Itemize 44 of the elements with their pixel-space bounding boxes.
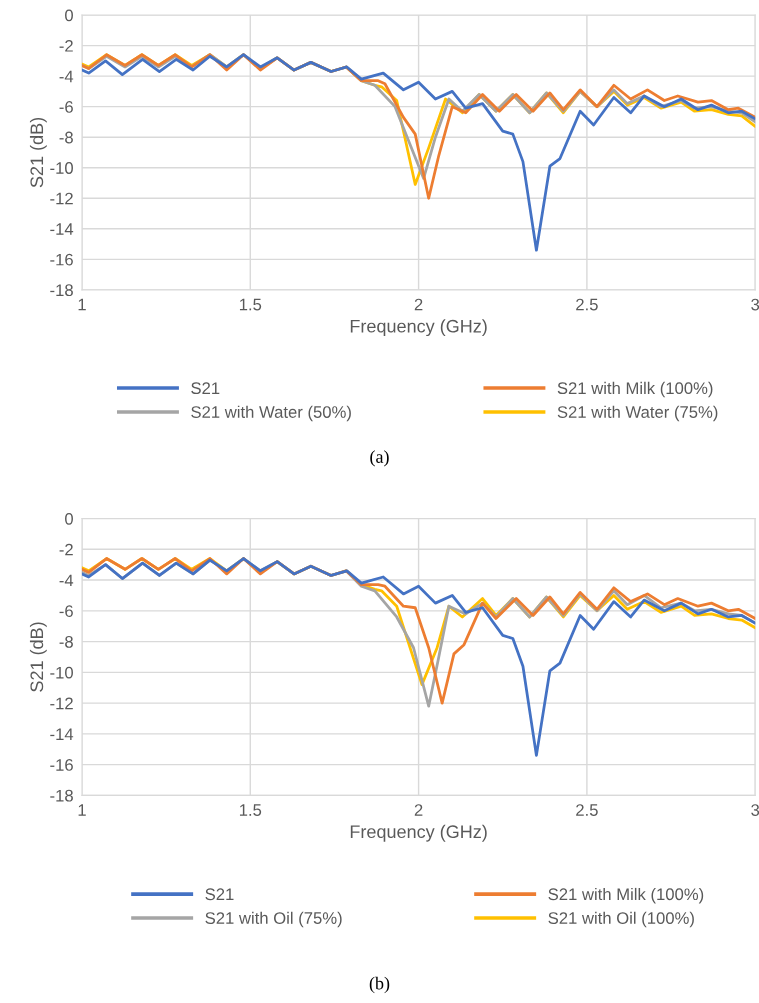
y-axis-title: S21 (dB)	[29, 622, 47, 692]
y-tick-label: 0	[65, 512, 73, 525]
x-tick-label: 3	[751, 804, 759, 816]
y-tick-label: -10	[50, 162, 73, 174]
text: (b)	[369, 976, 390, 994]
legend-label: S21 with Oil (100%)	[548, 911, 694, 928]
y-tick-label: -8	[59, 131, 73, 144]
y-tick-label: -18	[50, 789, 73, 802]
y-tick-label: -2	[59, 543, 73, 556]
y-tick-label: -18	[50, 284, 73, 297]
y-tick-label: -2	[59, 39, 73, 52]
x-tick-label: 1	[78, 804, 86, 816]
legend-label: S21 with Milk (100%)	[557, 381, 713, 398]
x-tick-label: 2.5	[576, 804, 598, 816]
x-axis-title: Frequency (GHz)	[350, 319, 487, 337]
y-tick-label: -8	[59, 635, 73, 648]
y-tick-label: -12	[50, 697, 73, 710]
y-axis-title: S21 (dB)	[29, 117, 47, 188]
y-tick-label: -4	[59, 70, 74, 83]
x-tick-label: 3	[751, 298, 759, 311]
legend-label: S21	[205, 888, 234, 901]
x-tick-label: 2	[414, 804, 423, 816]
text: (a)	[370, 450, 389, 467]
y-tick-label: -4	[59, 574, 74, 587]
y-tick-label: -14	[50, 728, 74, 740]
legend-label: S21	[191, 382, 220, 395]
y-tick-label: -16	[50, 759, 73, 771]
y-tick-label: -14	[50, 223, 74, 235]
y-tick-label: -10	[50, 666, 73, 679]
x-axis-title: Frequency (GHz)	[350, 824, 487, 842]
y-tick-label: -12	[50, 192, 73, 205]
legend-label: S21 with Milk (100%)	[548, 887, 704, 904]
legend-label: S21 with Water (75%)	[557, 405, 718, 422]
x-tick-label: 1.5	[239, 804, 262, 816]
x-tick-label: 1.5	[239, 298, 262, 311]
y-tick-label: -6	[59, 101, 73, 113]
x-tick-label: 2.5	[576, 298, 598, 311]
legend-label: S21 with Oil (75%)	[205, 911, 342, 928]
y-tick-label: -6	[59, 605, 73, 618]
legend-label: S21 with Water (50%)	[191, 405, 351, 422]
y-tick-label: -16	[50, 253, 73, 266]
y-tick-label: 0	[65, 9, 73, 22]
x-tick-label: 1	[78, 298, 86, 311]
x-tick-label: 2	[414, 298, 423, 311]
